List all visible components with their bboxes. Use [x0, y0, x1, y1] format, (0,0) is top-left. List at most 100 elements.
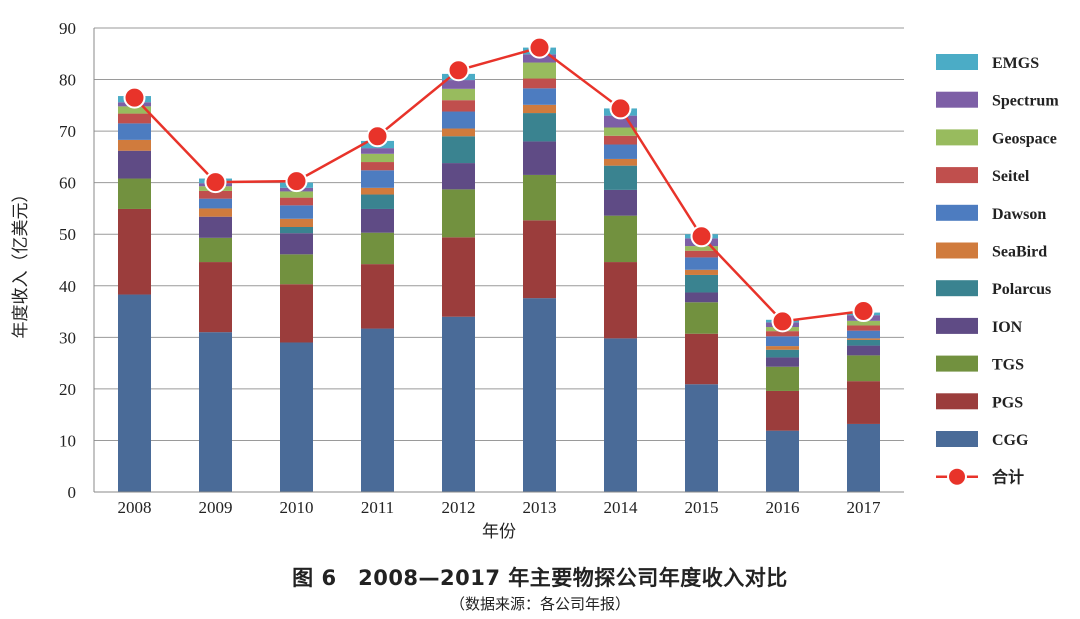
total-line-series — [123, 36, 875, 333]
x-tick-label: 2013 — [523, 498, 557, 517]
bar-segment-seabird — [280, 218, 313, 228]
bar-segment-pgs — [118, 208, 151, 295]
total-point — [609, 97, 632, 120]
total-point — [690, 225, 713, 248]
bar-segment-dawson — [442, 111, 475, 129]
total-line — [133, 46, 864, 323]
bar-segment-dawson — [199, 198, 232, 209]
bar-segment-ion — [685, 292, 718, 303]
legend-swatch — [936, 431, 978, 447]
y-tick-label: 10 — [59, 431, 76, 450]
y-tick-label: 90 — [59, 19, 76, 38]
bar-segment-pgs — [280, 284, 313, 343]
bar-stack-2009 — [199, 178, 232, 492]
legend-swatch — [936, 204, 978, 221]
bar-segment-geospace — [604, 127, 637, 136]
bar-segment-ion — [361, 208, 394, 233]
bar-segment-seitel — [199, 190, 232, 199]
legend-label: EMGS — [992, 55, 1039, 72]
x-tick-label: 2015 — [685, 498, 719, 517]
bar-stacks — [118, 47, 880, 492]
bar-segment-polarcus — [685, 274, 718, 293]
legend-item-tgs: TGS — [936, 355, 1024, 374]
bar-segment-seabird — [685, 269, 718, 275]
bar-segment-ion — [523, 141, 556, 175]
x-tick-label: 2011 — [361, 498, 394, 517]
data-source-note: （数据来源：各公司年报） — [449, 595, 630, 613]
bar-segment-geospace — [118, 106, 151, 114]
bar-segment-dawson — [118, 123, 151, 140]
bar-segment-tgs — [604, 215, 637, 263]
bar-segment-pgs — [523, 220, 556, 299]
bar-segment-cgg — [523, 298, 556, 492]
bar-segment-cgg — [766, 430, 799, 492]
legend-label: Dawson — [992, 206, 1046, 223]
total-point — [366, 125, 389, 148]
bar-segment-dawson — [604, 144, 637, 159]
bar-segment-pgs — [847, 381, 880, 424]
bar-segment-dawson — [523, 88, 556, 105]
x-tick-label: 2014 — [604, 498, 639, 517]
y-tick-labels: 0 10 20 30 40 50 60 70 80 90 — [59, 19, 76, 502]
total-point — [771, 310, 794, 333]
legend-label: Seitel — [992, 168, 1030, 185]
bar-stack-2012 — [442, 73, 475, 492]
bar-segment-seitel — [523, 78, 556, 89]
legend-swatch — [936, 54, 978, 70]
bar-segment-cgg — [685, 384, 718, 492]
bar-stack-2017 — [847, 312, 880, 492]
x-tick-label: 2010 — [280, 498, 314, 517]
bar-segment-geospace — [442, 88, 475, 101]
legend-item-total: 合计 — [936, 466, 1024, 487]
total-point — [447, 59, 470, 82]
figure-caption: 图 6 2008—2017 年主要物探公司年度收入对比 — [292, 566, 788, 590]
x-tick-label: 2016 — [766, 498, 800, 517]
stacked-bar-chart: 0 10 20 30 40 50 60 70 80 90 2008 2009 2010 2011 2012… — [11, 19, 1059, 542]
bar-segment-ion — [766, 357, 799, 367]
bar-segment-ion — [604, 189, 637, 216]
bar-segment-seabird — [118, 139, 151, 151]
bar-segment-tgs — [847, 355, 880, 382]
legend-item-ion: ION — [936, 317, 1023, 336]
bar-segment-seabird — [847, 338, 880, 340]
bar-segment-seitel — [118, 113, 151, 124]
bar-segment-polarcus — [442, 136, 475, 164]
y-tick-label: 70 — [59, 122, 76, 141]
bar-segment-seitel — [847, 325, 880, 331]
legend-item-cgg: CGG — [936, 431, 1029, 449]
bar-segment-pgs — [766, 390, 799, 431]
bar-segment-geospace — [523, 62, 556, 79]
bar-segment-spectrum — [361, 148, 394, 154]
legend-item-dawson: Dawson — [936, 204, 1046, 223]
bar-segment-seabird — [766, 346, 799, 350]
bar-segment-ion — [280, 233, 313, 255]
bar-stack-2015 — [685, 234, 718, 492]
legend-item-emgs: EMGS — [936, 54, 1039, 72]
bar-segment-polarcus — [847, 339, 880, 346]
bar-segment-dawson — [280, 205, 313, 219]
bar-segment-geospace — [361, 153, 394, 163]
bar-segment-pgs — [361, 264, 394, 329]
bar-segment-tgs — [685, 302, 718, 334]
bar-segment-geospace — [685, 246, 718, 251]
bar-stack-2016 — [766, 319, 799, 492]
legend-swatch — [936, 242, 978, 259]
bar-segment-dawson — [766, 336, 799, 347]
y-tick-label: 50 — [59, 225, 76, 244]
bar-segment-seabird — [442, 128, 475, 137]
legend-label: TGS — [992, 357, 1024, 374]
y-tick-label: 40 — [59, 277, 76, 296]
bar-segment-ion — [442, 163, 475, 190]
bar-segment-cgg — [118, 294, 151, 492]
bar-segment-pgs — [604, 262, 637, 339]
x-tick-label: 2008 — [118, 498, 152, 517]
x-tick-labels: 2008 2009 2010 2011 2012 2013 2014 2015 2016 2017 — [118, 498, 882, 517]
y-tick-label: 30 — [59, 328, 76, 347]
bar-segment-seabird — [361, 187, 394, 195]
bar-segment-pgs — [199, 262, 232, 333]
legend-marker — [947, 466, 967, 487]
legend-item-geospace: Geospace — [936, 129, 1057, 147]
bar-segment-tgs — [361, 232, 394, 265]
bar-segment-polarcus — [361, 194, 394, 209]
bar-segment-seitel — [766, 331, 799, 337]
